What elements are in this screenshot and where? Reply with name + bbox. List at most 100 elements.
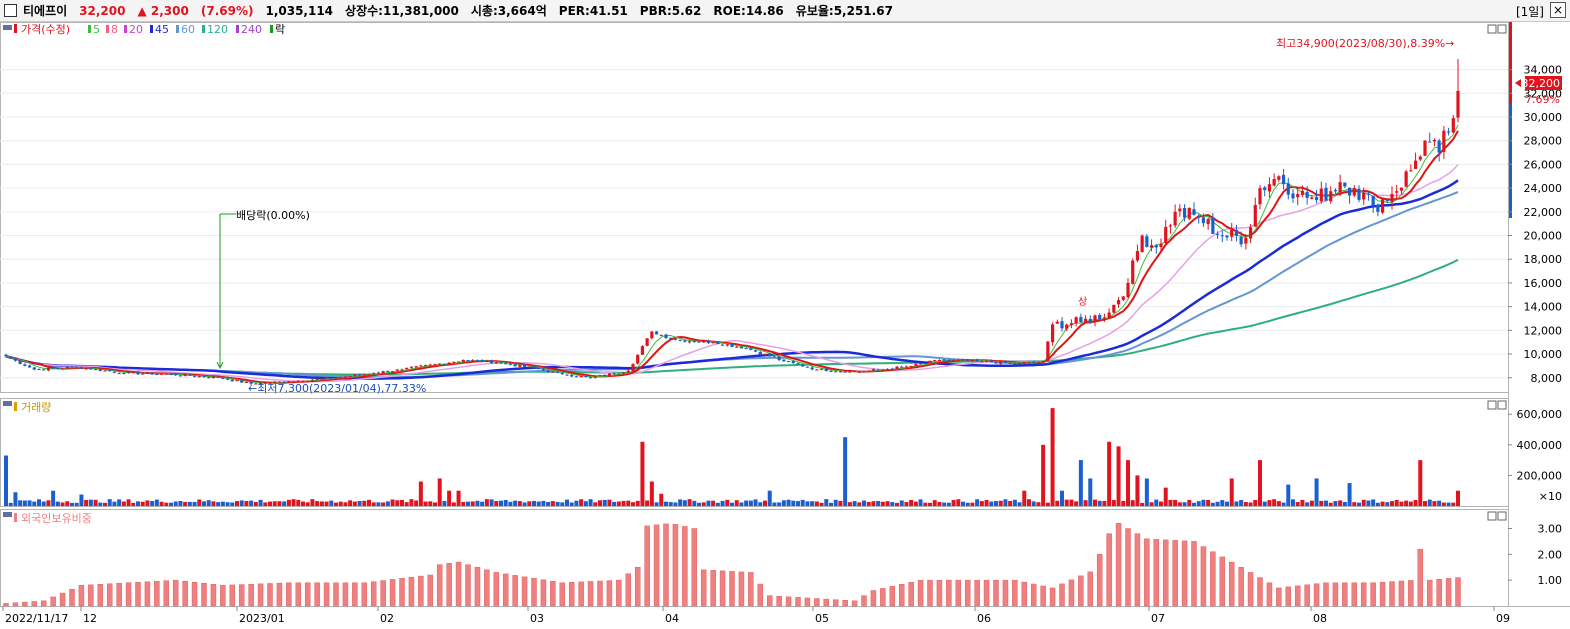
volume-bar [451, 502, 456, 506]
candle-body [1409, 170, 1413, 172]
volume-bar [1168, 499, 1173, 506]
volume-bar [777, 502, 782, 506]
candle-body [890, 368, 894, 370]
foreign-bar [559, 582, 566, 607]
volume-bar [60, 502, 65, 506]
candle-body [485, 360, 489, 362]
candle-body [1022, 362, 1026, 364]
volume-bar [409, 499, 414, 506]
foreign-bar [295, 582, 302, 607]
volume-bar [965, 502, 970, 506]
volume-bar [230, 502, 235, 506]
foreign-bar [1021, 581, 1028, 607]
foreign-bar [946, 579, 952, 607]
candle-body [574, 376, 579, 378]
candle-body [834, 371, 838, 373]
candle-body [438, 363, 442, 365]
legend-ma-label[interactable]: 8 [111, 23, 118, 36]
legend-ma-label[interactable]: 20 [129, 23, 143, 36]
legend-ma-label[interactable]: 240 [241, 23, 262, 36]
legend-ma-label[interactable]: 120 [207, 23, 228, 36]
foreign-bar [1172, 540, 1178, 607]
volume-bar [4, 455, 8, 506]
foreign-panel-maximize-icon [1497, 511, 1507, 521]
foreign-bar [172, 579, 179, 607]
candle-body [409, 366, 414, 368]
legend-volume-label[interactable]: 거래량 [21, 401, 51, 414]
volume-bar [291, 499, 296, 506]
foreign-bar [1332, 582, 1339, 607]
period-selector[interactable]: [1일] [1515, 5, 1544, 19]
volume-bar [1441, 502, 1446, 506]
price-tick-label: 24,000 [1524, 182, 1563, 195]
foreign-bar [210, 584, 217, 607]
trade-volume: 1,035,114 [265, 3, 334, 18]
candle-body [852, 370, 857, 372]
candle-body [513, 364, 517, 367]
volume-bar [678, 499, 683, 506]
candle-body [692, 341, 696, 343]
volume-bar [607, 499, 612, 506]
volume-bar [277, 501, 282, 506]
volume-panel-minimize-icon [1487, 400, 1497, 410]
candle-body [626, 370, 630, 373]
high-annotation: 최고34,900(2023/08/30),8.39%→ [1276, 37, 1454, 50]
candle-body [1116, 300, 1121, 305]
foreign-bar [1342, 582, 1348, 607]
candle-body [263, 382, 267, 384]
volume-bar [480, 501, 485, 506]
price-tick-label: 10,000 [1524, 348, 1563, 361]
volume-bar [635, 500, 640, 506]
volume-bar [112, 501, 117, 506]
volume-bar [1149, 502, 1154, 506]
foreign-bar [408, 576, 415, 607]
volume-bar [880, 501, 885, 506]
legend-foreign-label[interactable]: 외국인보유비중 [21, 512, 92, 525]
legend-ma-marker [202, 25, 205, 33]
close-icon[interactable]: × [1550, 2, 1566, 18]
legend-ma-label[interactable]: 60 [181, 23, 195, 36]
legend-ma-label[interactable]: 5 [93, 23, 100, 36]
foreign-bar [1228, 561, 1235, 607]
volume-bar [574, 500, 579, 506]
x-tick-label: 2023/01 [239, 612, 285, 625]
candle-body [612, 373, 616, 375]
foreign-panel-handle-icon [3, 512, 12, 517]
candle-body [169, 374, 173, 376]
price-change-pct: (7.69%) [200, 3, 254, 18]
foreign-bar [691, 528, 698, 607]
roe-value: ROE:14.86 [713, 3, 784, 18]
candle-body [1178, 208, 1182, 212]
foreign-bar [1162, 539, 1169, 607]
volume-bar [725, 499, 730, 506]
candle-body [786, 360, 791, 362]
volume-bar [1248, 502, 1253, 506]
volume-tick-label: 400,000 [1517, 439, 1563, 452]
volume-bar [1375, 502, 1380, 506]
legend-ma-label[interactable]: 45 [155, 23, 169, 36]
x-tick-label: 02 [380, 612, 394, 625]
volume-bar [296, 499, 301, 506]
stock-name[interactable]: 티에프이 [23, 4, 68, 18]
legend-price-label[interactable]: 가격(수정) [21, 23, 70, 36]
price-panel-maximize-icon [1497, 24, 1507, 34]
candle-body [1230, 229, 1234, 237]
select-checkbox[interactable] [4, 4, 17, 17]
ma-line-20 [5, 164, 1459, 383]
foreign-bar [663, 523, 669, 607]
candle-body [928, 360, 932, 364]
volume-bar [107, 499, 112, 506]
volume-bar [1111, 500, 1116, 506]
volume-bar [715, 502, 720, 506]
foreign-bar [352, 582, 358, 607]
stock-chart[interactable]: 가격(수정) 5 8 20 45 60 120 240 락 거래량 외국인보유비중 최고34,… [0, 22, 1570, 629]
candle-body [1102, 317, 1107, 320]
volume-bar [84, 499, 89, 506]
volume-bar [258, 499, 263, 506]
volume-bar [1064, 499, 1069, 506]
volume-bar [1456, 490, 1460, 506]
volume-bar [1036, 502, 1041, 506]
candle-body [824, 368, 828, 372]
candle-body [918, 363, 923, 365]
candle-body [697, 341, 701, 343]
